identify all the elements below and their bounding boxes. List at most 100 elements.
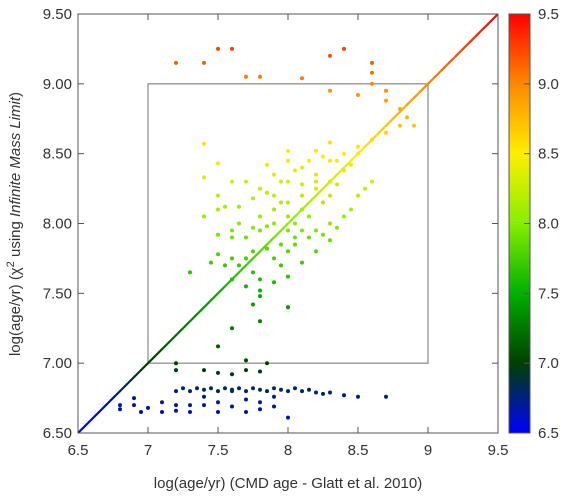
one-to-one-line-segment xyxy=(125,376,136,386)
one-to-one-line-segment xyxy=(391,110,402,120)
colorbar-tick-label: 8.0 xyxy=(538,216,559,233)
one-to-one-line-segment xyxy=(174,327,185,337)
data-point xyxy=(286,214,290,219)
data-point xyxy=(384,98,388,103)
one-to-one-line-segment xyxy=(104,396,115,407)
data-point xyxy=(216,46,220,51)
data-point xyxy=(293,168,297,173)
data-point xyxy=(230,179,234,184)
data-point xyxy=(307,387,311,392)
data-point xyxy=(188,389,192,394)
x-tick-label: 9.5 xyxy=(488,442,509,459)
x-tick-label: 9 xyxy=(424,442,432,459)
data-point xyxy=(139,410,143,414)
one-to-one-line-segment xyxy=(412,89,423,99)
data-point xyxy=(286,158,290,163)
one-to-one-line-segment xyxy=(181,320,192,330)
data-point xyxy=(202,394,206,399)
data-point xyxy=(174,368,178,373)
data-point xyxy=(321,391,325,396)
one-to-one-line-segment xyxy=(195,306,206,316)
data-point xyxy=(300,165,304,170)
data-point xyxy=(370,81,374,86)
data-point xyxy=(251,386,255,391)
data-point xyxy=(272,207,276,212)
data-point xyxy=(216,344,220,349)
data-point xyxy=(230,387,234,392)
data-point xyxy=(349,162,353,167)
one-to-one-line-segment xyxy=(286,215,297,225)
data-point xyxy=(258,277,262,282)
data-point xyxy=(251,302,255,307)
one-to-one-line-segment xyxy=(370,131,381,141)
data-point xyxy=(286,148,290,153)
one-to-one-line-segment xyxy=(475,26,486,37)
colorbar-tick-label: 9.0 xyxy=(538,76,559,93)
data-point xyxy=(188,410,192,414)
data-point xyxy=(321,200,325,205)
x-tick-label: 7.5 xyxy=(208,442,229,459)
data-point xyxy=(244,368,248,373)
data-point xyxy=(286,305,290,310)
data-point xyxy=(286,415,290,420)
one-to-one-line-segment xyxy=(202,299,213,309)
data-point xyxy=(237,221,241,226)
data-point xyxy=(216,207,220,212)
data-point xyxy=(258,288,262,293)
one-to-one-line-segment xyxy=(349,152,360,162)
data-point xyxy=(279,387,283,392)
data-point xyxy=(223,386,227,391)
data-point xyxy=(216,161,220,166)
data-point xyxy=(300,260,304,265)
data-point xyxy=(335,182,339,187)
x-tick-label: 6.5 xyxy=(68,442,89,459)
data-point xyxy=(328,53,332,58)
data-point xyxy=(181,386,185,391)
one-to-one-line-segment xyxy=(454,47,465,58)
data-point xyxy=(321,232,325,237)
one-to-one-line-segment xyxy=(293,208,304,218)
data-point xyxy=(272,172,276,177)
one-to-one-line-segment xyxy=(265,236,276,246)
data-point xyxy=(251,196,255,201)
one-to-one-line-segment xyxy=(244,257,255,267)
y-axis-label-chi: χ xyxy=(7,267,24,275)
one-to-one-line-segment xyxy=(405,96,416,106)
data-point xyxy=(202,141,206,146)
data-point xyxy=(300,228,304,233)
data-point xyxy=(258,407,262,412)
data-point xyxy=(174,408,178,413)
one-to-one-line-segment xyxy=(90,410,101,421)
data-point xyxy=(328,238,332,243)
one-to-one-line-segment xyxy=(279,222,290,232)
data-point xyxy=(251,270,255,275)
data-point xyxy=(265,246,269,251)
data-point xyxy=(314,390,318,395)
one-to-one-line-segment xyxy=(328,173,339,183)
data-point xyxy=(146,405,150,410)
y-axis-label-part: using xyxy=(7,217,24,261)
data-point xyxy=(244,235,248,240)
data-point xyxy=(230,235,234,240)
one-to-one-line-segment xyxy=(468,33,479,44)
data-point xyxy=(272,394,276,399)
data-point xyxy=(230,372,234,377)
data-point xyxy=(307,214,311,219)
data-point xyxy=(286,200,290,205)
data-point xyxy=(328,390,332,395)
one-to-one-line-segment xyxy=(230,271,241,281)
data-point xyxy=(216,370,220,375)
data-point xyxy=(293,242,297,247)
data-point xyxy=(265,162,269,167)
data-point xyxy=(314,186,318,191)
data-point xyxy=(356,93,360,97)
data-point xyxy=(356,144,360,149)
one-to-one-line-segment xyxy=(83,417,94,428)
data-point xyxy=(335,158,339,163)
one-to-one-line-segment xyxy=(300,201,311,211)
data-point xyxy=(272,256,276,261)
one-to-one-line-segment xyxy=(342,159,353,169)
one-to-one-line-segment xyxy=(482,19,493,30)
data-point xyxy=(300,182,304,187)
